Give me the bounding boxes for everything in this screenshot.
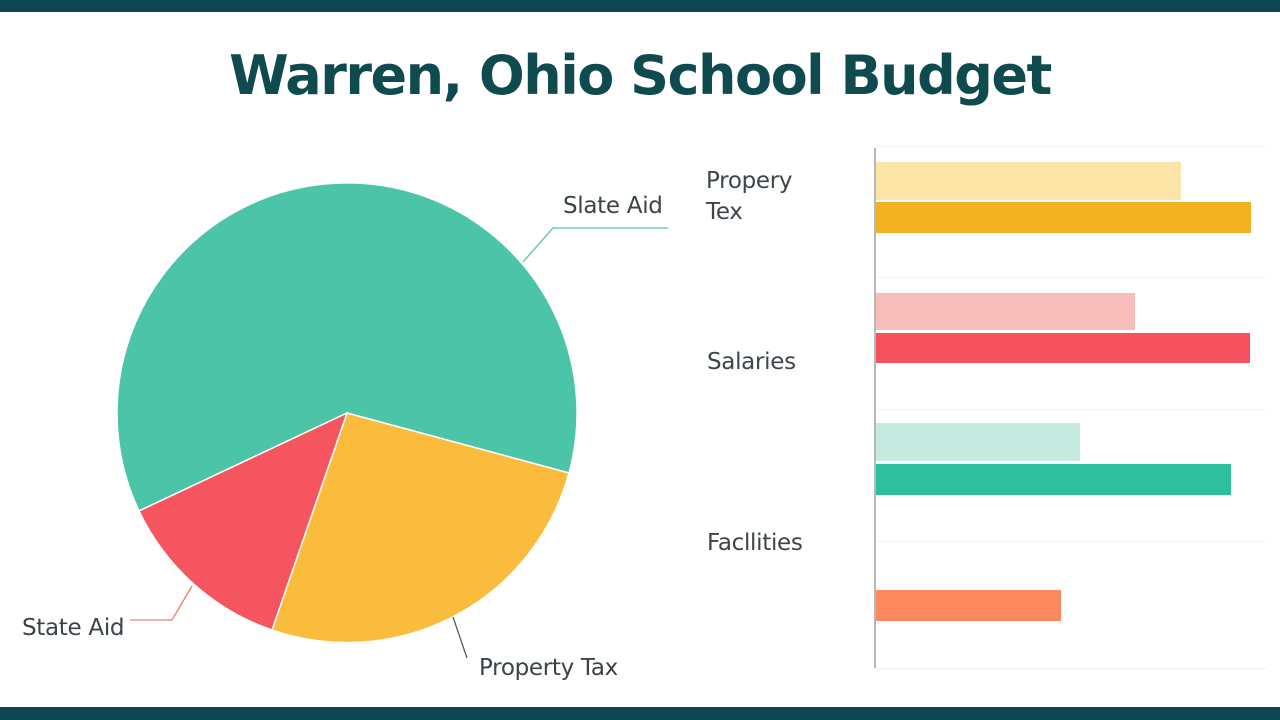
leader-line-bottom [452,616,468,659]
gridline [876,409,1266,410]
leader-line-top-right [522,227,668,263]
gridline [876,541,1266,542]
leader-line-bottom-left [130,585,193,621]
pie-label-slate-aid: Slate Aid [563,193,663,219]
bar-label-property-tax-line1: Propery [706,168,793,194]
bar-label-property-tax: Propery Tex [706,166,793,228]
gridline [876,668,1266,669]
bar-property-tax-light [876,162,1181,200]
page-title: Warren, Ohio School Budget [229,44,1052,107]
bar-salaries-light [876,293,1135,330]
bar-facilities-light [876,423,1080,461]
pie-chart [116,182,668,659]
pie-label-property-tax: Property Tax [479,655,618,681]
pie-slice-red [138,411,349,631]
pie-slice-yellow [271,412,570,644]
bar-label-facilities: Facllities [707,530,803,556]
bar-property-tax-dark [876,202,1251,233]
gridline [876,277,1266,278]
bar-chart-axis [874,148,876,668]
pie-label-state-aid: State Aid [22,615,125,641]
bar-label-salaries: Salaries [707,349,796,375]
bottom-frame-bar [0,707,1280,720]
bar-label-property-tax-line2: Tex [706,199,743,225]
bar-facilities-extra [876,590,1061,621]
bar-salaries-dark [876,333,1250,363]
top-frame-bar [0,0,1280,12]
pie-slice-teal [116,182,578,512]
bar-facilities-dark [876,464,1231,495]
gridline [876,146,1266,147]
